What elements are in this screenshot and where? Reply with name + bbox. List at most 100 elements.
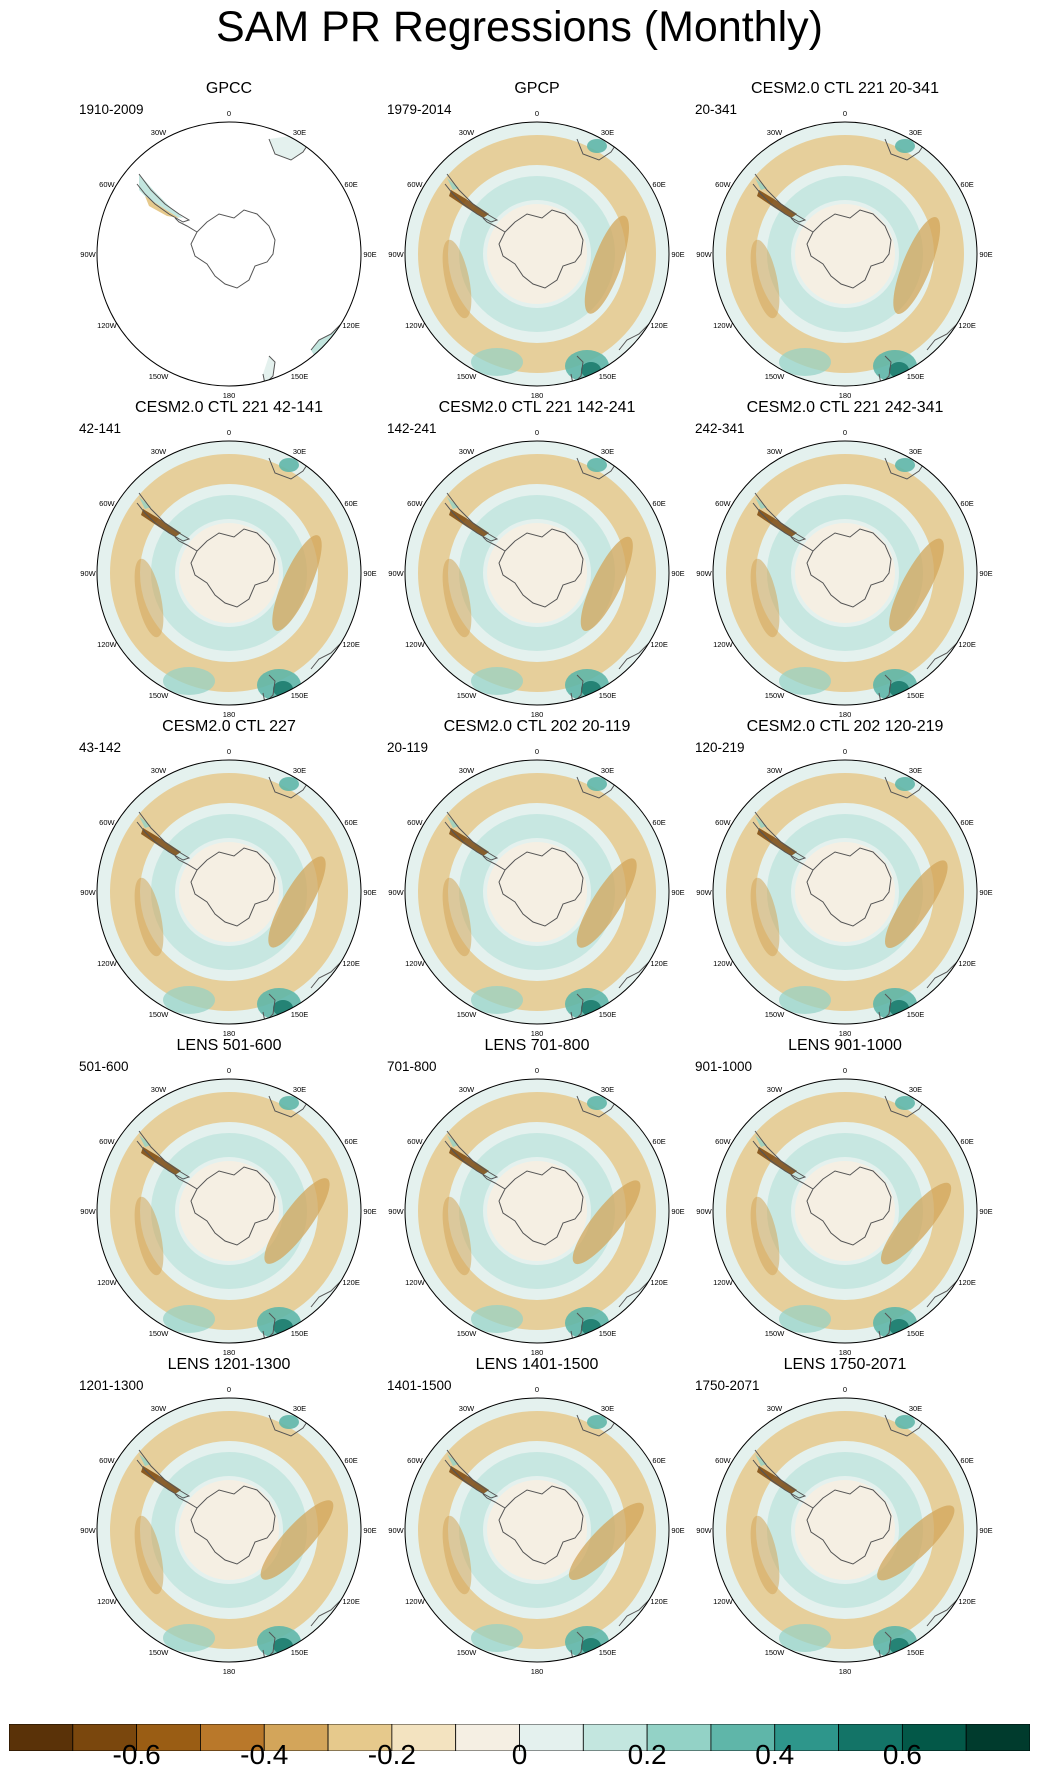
map-boundary <box>712 759 978 1025</box>
longitude-label: 120E <box>958 1596 976 1606</box>
panel-title: CESM2.0 CTL 202 20-119 <box>443 718 631 735</box>
field-shading <box>97 760 361 1024</box>
map-boundary <box>712 440 978 706</box>
field-shading <box>405 1398 669 1662</box>
longitude-label: 60E <box>652 1136 666 1146</box>
panel-period: 120-219 <box>695 740 745 755</box>
longitude-label: 180 <box>222 1029 236 1038</box>
longitude-label: 30E <box>908 1403 923 1413</box>
longitude-label: 0 <box>842 428 848 437</box>
longitude-label: 30W <box>458 1084 475 1094</box>
longitude-label: 150W <box>764 1329 785 1339</box>
longitude-label: 60E <box>344 1455 358 1465</box>
panel-title: CESM2.0 CTL 227 <box>162 718 296 735</box>
longitude-label: 150W <box>456 372 477 382</box>
longitude-label: 60W <box>99 1455 115 1465</box>
panel-period: 1201-1300 <box>79 1378 144 1393</box>
longitude-label: 180 <box>530 710 544 719</box>
panel-title: CESM2.0 CTL 221 142-241 <box>438 399 636 416</box>
colorbar-swatch <box>519 1723 584 1752</box>
longitude-label: 180 <box>222 1348 236 1357</box>
field-shading <box>97 1398 361 1662</box>
longitude-label: 60E <box>652 1455 666 1465</box>
longitude-label: 0 <box>534 109 540 118</box>
field-shading <box>713 441 977 705</box>
longitude-label: 0 <box>226 1066 232 1075</box>
longitude-label: 180 <box>222 1667 236 1676</box>
panel-period: 1401-1500 <box>387 1378 452 1393</box>
longitude-label: 60E <box>960 179 974 189</box>
polar-map <box>404 1397 670 1663</box>
field-shading <box>405 122 669 386</box>
longitude-label: 150E <box>598 691 617 701</box>
map-panel: LENS 701-800 701-800 0 30E 60E 90E 120E 150E 180… <box>327 1037 685 1357</box>
longitude-label: 120E <box>958 958 976 968</box>
longitude-label: 90E <box>363 250 377 259</box>
longitude-label: 30W <box>766 127 783 137</box>
colorbar <box>8 1723 1031 1752</box>
longitude-label: 120W <box>405 1277 425 1287</box>
map-panel: LENS 1750-2071 1750-2071 0 30E 60E 90E 120E 150… <box>635 1356 993 1676</box>
longitude-label: 60E <box>344 179 358 189</box>
longitude-label: 120E <box>650 1596 668 1606</box>
longitude-label: 150E <box>906 1648 925 1658</box>
longitude-label: 90E <box>671 888 685 897</box>
longitude-label: 60E <box>652 179 666 189</box>
longitude-label: 150E <box>290 1329 309 1339</box>
longitude-label: 90W <box>388 1526 404 1535</box>
longitude-label: 150E <box>598 1010 617 1020</box>
longitude-label: 180 <box>530 1667 544 1676</box>
longitude-label: 90W <box>696 1526 712 1535</box>
map-boundary <box>96 1078 362 1344</box>
longitude-label: 0 <box>226 428 232 437</box>
longitude-label: 150E <box>906 1329 925 1339</box>
panel-title: GPCC <box>205 80 253 97</box>
polar-map <box>712 1397 978 1663</box>
longitude-label: 150W <box>456 1010 477 1020</box>
panel-title: CESM2.0 CTL 221 242-341 <box>746 399 944 416</box>
colorbar-tick-label: -0.4 <box>240 1739 289 1770</box>
colorbar-swatch <box>8 1723 74 1752</box>
longitude-label: 90W <box>696 569 712 578</box>
map-boundary <box>404 1397 670 1663</box>
longitude-label: 90E <box>979 1526 993 1535</box>
longitude-label: 150W <box>764 1648 785 1658</box>
longitude-label: 30W <box>458 765 475 775</box>
longitude-label: 120W <box>713 639 733 649</box>
longitude-label: 0 <box>842 1385 848 1394</box>
longitude-label: 90E <box>363 1526 377 1535</box>
longitude-label: 90W <box>388 1207 404 1216</box>
longitude-label: 30E <box>908 765 923 775</box>
longitude-label: 150E <box>598 1648 617 1658</box>
longitude-label: 150E <box>906 691 925 701</box>
map-boundary <box>404 121 670 387</box>
longitude-label: 60W <box>407 817 423 827</box>
panel-period: 1979-2014 <box>387 102 452 117</box>
longitude-label: 60W <box>407 179 423 189</box>
longitude-label: 120E <box>650 958 668 968</box>
longitude-label: 30W <box>150 1084 167 1094</box>
polar-map <box>712 440 978 706</box>
longitude-label: 30E <box>908 127 923 137</box>
longitude-label: 180 <box>838 1348 852 1357</box>
longitude-label: 120W <box>405 639 425 649</box>
map-panel: CESM2.0 CTL 202 20-119 20-119 0 30E 60E 90E 12… <box>327 718 685 1038</box>
map-panel: CESM2.0 CTL 202 120-219 120-219 0 30E 60E 90E… <box>635 718 993 1038</box>
longitude-label: 120E <box>342 1596 360 1606</box>
polar-map <box>712 1078 978 1344</box>
colorbar-tick-label: 0.2 <box>627 1739 667 1770</box>
panel-title: LENS 1750-2071 <box>783 1356 907 1373</box>
longitude-label: 120W <box>405 320 425 330</box>
panel-title: LENS 501-600 <box>176 1037 282 1054</box>
longitude-label: 120W <box>713 320 733 330</box>
map-panel: LENS 901-1000 901-1000 0 30E 60E 90E 120E 150E 1… <box>635 1037 993 1357</box>
longitude-label: 60W <box>99 1136 115 1146</box>
longitude-label: 150W <box>148 372 169 382</box>
field-shading <box>713 122 977 386</box>
field-shading <box>713 1398 977 1662</box>
map-panel: LENS 501-600 501-600 0 30E 60E 90E 120E 150E 180… <box>19 1037 377 1357</box>
map-boundary <box>712 1397 978 1663</box>
panel-title: LENS 701-800 <box>484 1037 590 1054</box>
longitude-label: 90W <box>696 250 712 259</box>
polar-map <box>404 440 670 706</box>
